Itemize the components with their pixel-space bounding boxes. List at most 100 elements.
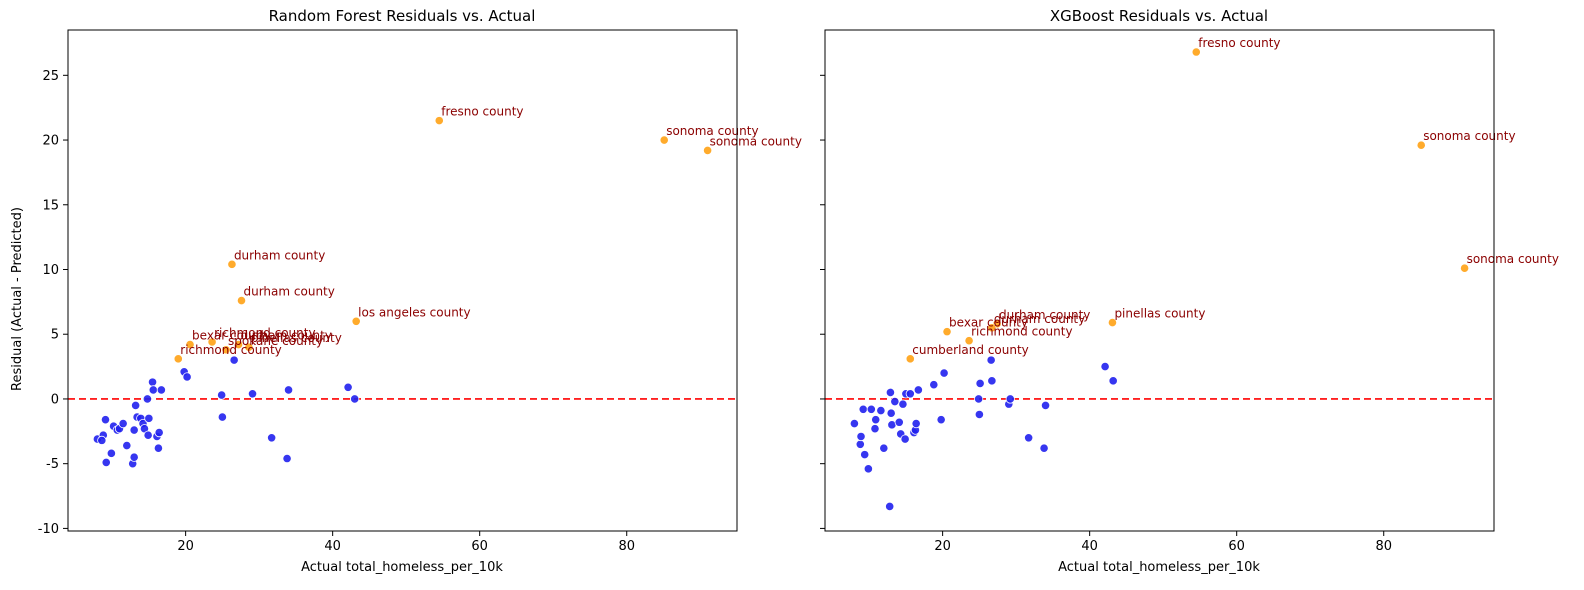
random-forest-outlier-point (434, 116, 444, 126)
random-forest-panel: Random Forest Residuals vs. Actual Actua… (10, 7, 802, 575)
random-forest-residual-point (247, 389, 258, 399)
random-forest-y-tick-label: 25 (42, 69, 59, 84)
random-forest-residual-point (143, 430, 153, 440)
xgboost-residual-point (974, 394, 984, 404)
xgboost-outlier-annotation: pinellas county (1114, 307, 1205, 321)
xgboost-title: XGBoost Residuals vs. Actual (1050, 7, 1268, 25)
xgboost-outlier-annotation: fresno county (1198, 36, 1280, 50)
random-forest-y-tick-label: 0 (51, 392, 59, 407)
random-forest-y-tick-label: 5 (51, 328, 59, 343)
xgboost-x-axis-label: Actual total_homeless_per_10k (1058, 560, 1260, 575)
xgboost-residual-point (885, 501, 895, 512)
random-forest-residual-point (147, 377, 158, 387)
random-forest-y-tick-label: -10 (38, 522, 59, 537)
random-forest-outlier-point (173, 354, 183, 364)
random-forest-residual-point (350, 394, 360, 404)
random-forest-residual-point (131, 400, 141, 411)
random-forest-outlier-annotation: sonoma county (666, 124, 758, 138)
xgboost-outlier-point (942, 327, 952, 337)
xgboost-residual-point (856, 431, 866, 442)
random-forest-residual-point (153, 443, 164, 453)
xgboost-outlier-annotation: richmond county (971, 325, 1073, 339)
xgboost-residual-point (866, 404, 876, 414)
xgboost-residual-point (1005, 394, 1015, 404)
random-forest-residual-point (129, 452, 139, 462)
xgboost-residual-point (870, 424, 880, 434)
random-forest-residual-point (343, 382, 353, 392)
random-forest-residual-point (100, 415, 111, 425)
xgboost-residual-point (911, 418, 921, 429)
random-forest-residual-point (282, 453, 292, 464)
xgboost-outlier-annotation: durham county (994, 312, 1085, 326)
random-forest-title: Random Forest Residuals vs. Actual (269, 7, 536, 25)
random-forest-residual-point (97, 435, 107, 445)
xgboost-residual-point (890, 396, 900, 407)
xgboost-residual-point (898, 399, 908, 409)
xgboost-x-tick-label: 40 (1081, 539, 1098, 554)
random-forest-x-tick-label: 20 (177, 539, 194, 554)
xgboost-x-tick-label: 60 (1228, 539, 1245, 554)
random-forest-residual-point (144, 413, 154, 423)
random-forest-y-tick-label: 10 (42, 263, 59, 278)
xgboost-x-tick-label: 20 (934, 539, 951, 554)
xgboost-outlier-annotation: cumberland county (912, 343, 1029, 357)
xgboost-outlier-annotation: bexar county (949, 316, 1028, 330)
random-forest-outlier-point (702, 145, 713, 155)
xgboost-outlier-annotation: sonoma county (1467, 252, 1559, 266)
xgboost-outlier-point (1459, 263, 1470, 273)
xgboost-outlier-annotation: durham county (999, 308, 1090, 322)
random-forest-outlier-annotation: durham county (243, 285, 334, 299)
xgboost-residual-point (860, 450, 870, 460)
xgboost-residual-point (858, 404, 868, 414)
random-forest-residual-point (118, 418, 128, 429)
random-forest-outlier-annotation: durham county (234, 248, 325, 262)
xgboost-residual-point (876, 406, 886, 416)
xgboost-outlier-point (1107, 317, 1118, 328)
random-forest-residual-point (217, 412, 227, 422)
xgboost-residual-point (913, 385, 923, 395)
random-forest-residual-point (142, 394, 152, 404)
random-forest-outlier-annotation: spokane county (228, 334, 323, 348)
xgboost-residual-point (885, 387, 896, 398)
xgboost-residual-point (886, 408, 896, 418)
xgboost-outlier-point (964, 336, 974, 346)
random-forest-residual-point (154, 428, 164, 438)
random-forest-outlier-annotation: richmond county (214, 326, 315, 340)
xgboost-panel: XGBoost Residuals vs. Actual Actual tota… (820, 7, 1559, 575)
xgboost-x-tick-label: 80 (1375, 539, 1392, 554)
xgboost-residual-point (905, 389, 915, 399)
random-forest-plot-frame (67, 29, 738, 532)
random-forest-outlier-point (185, 339, 195, 350)
random-forest-residual-point (217, 390, 227, 400)
xgboost-outlier-point (1416, 140, 1426, 150)
xgboost-outlier-point (987, 323, 997, 333)
random-forest-residual-point (283, 385, 294, 395)
xgboost-outlier-annotation: sonoma county (1423, 129, 1515, 143)
random-forest-x-tick-label: 60 (471, 539, 488, 554)
random-forest-outlier-point (207, 337, 217, 347)
random-forest-outlier-point (244, 342, 254, 352)
xgboost-plot-frame (824, 29, 1495, 532)
random-forest-outlier-point (659, 135, 669, 145)
random-forest-residual-point (267, 433, 277, 443)
random-forest-outlier-annotation: durham county (241, 329, 332, 343)
xgboost-residual-point (894, 417, 904, 427)
random-forest-outlier-point (227, 259, 237, 269)
random-forest-y-tick-label: 15 (42, 198, 59, 213)
random-forest-outlier-annotation: pinellas county (251, 331, 342, 345)
xgboost-outlier-point (905, 354, 915, 364)
random-forest-residual-point (182, 372, 192, 382)
xgboost-residual-point (1100, 361, 1110, 372)
xgboost-residual-point (855, 439, 865, 449)
random-forest-outlier-point (221, 345, 231, 355)
random-forest-x-axis-label: Actual total_homeless_per_10k (301, 560, 503, 575)
xgboost-residual-point (939, 368, 949, 378)
y-axis-label: Residual (Actual - Predicted) (10, 207, 25, 391)
random-forest-residual-point (229, 355, 239, 365)
xgboost-residual-point (929, 380, 939, 390)
random-forest-residual-point (156, 385, 166, 395)
xgboost-residual-point (1024, 433, 1034, 443)
xgboost-residual-point (987, 376, 997, 386)
xgboost-residual-point (936, 415, 946, 425)
